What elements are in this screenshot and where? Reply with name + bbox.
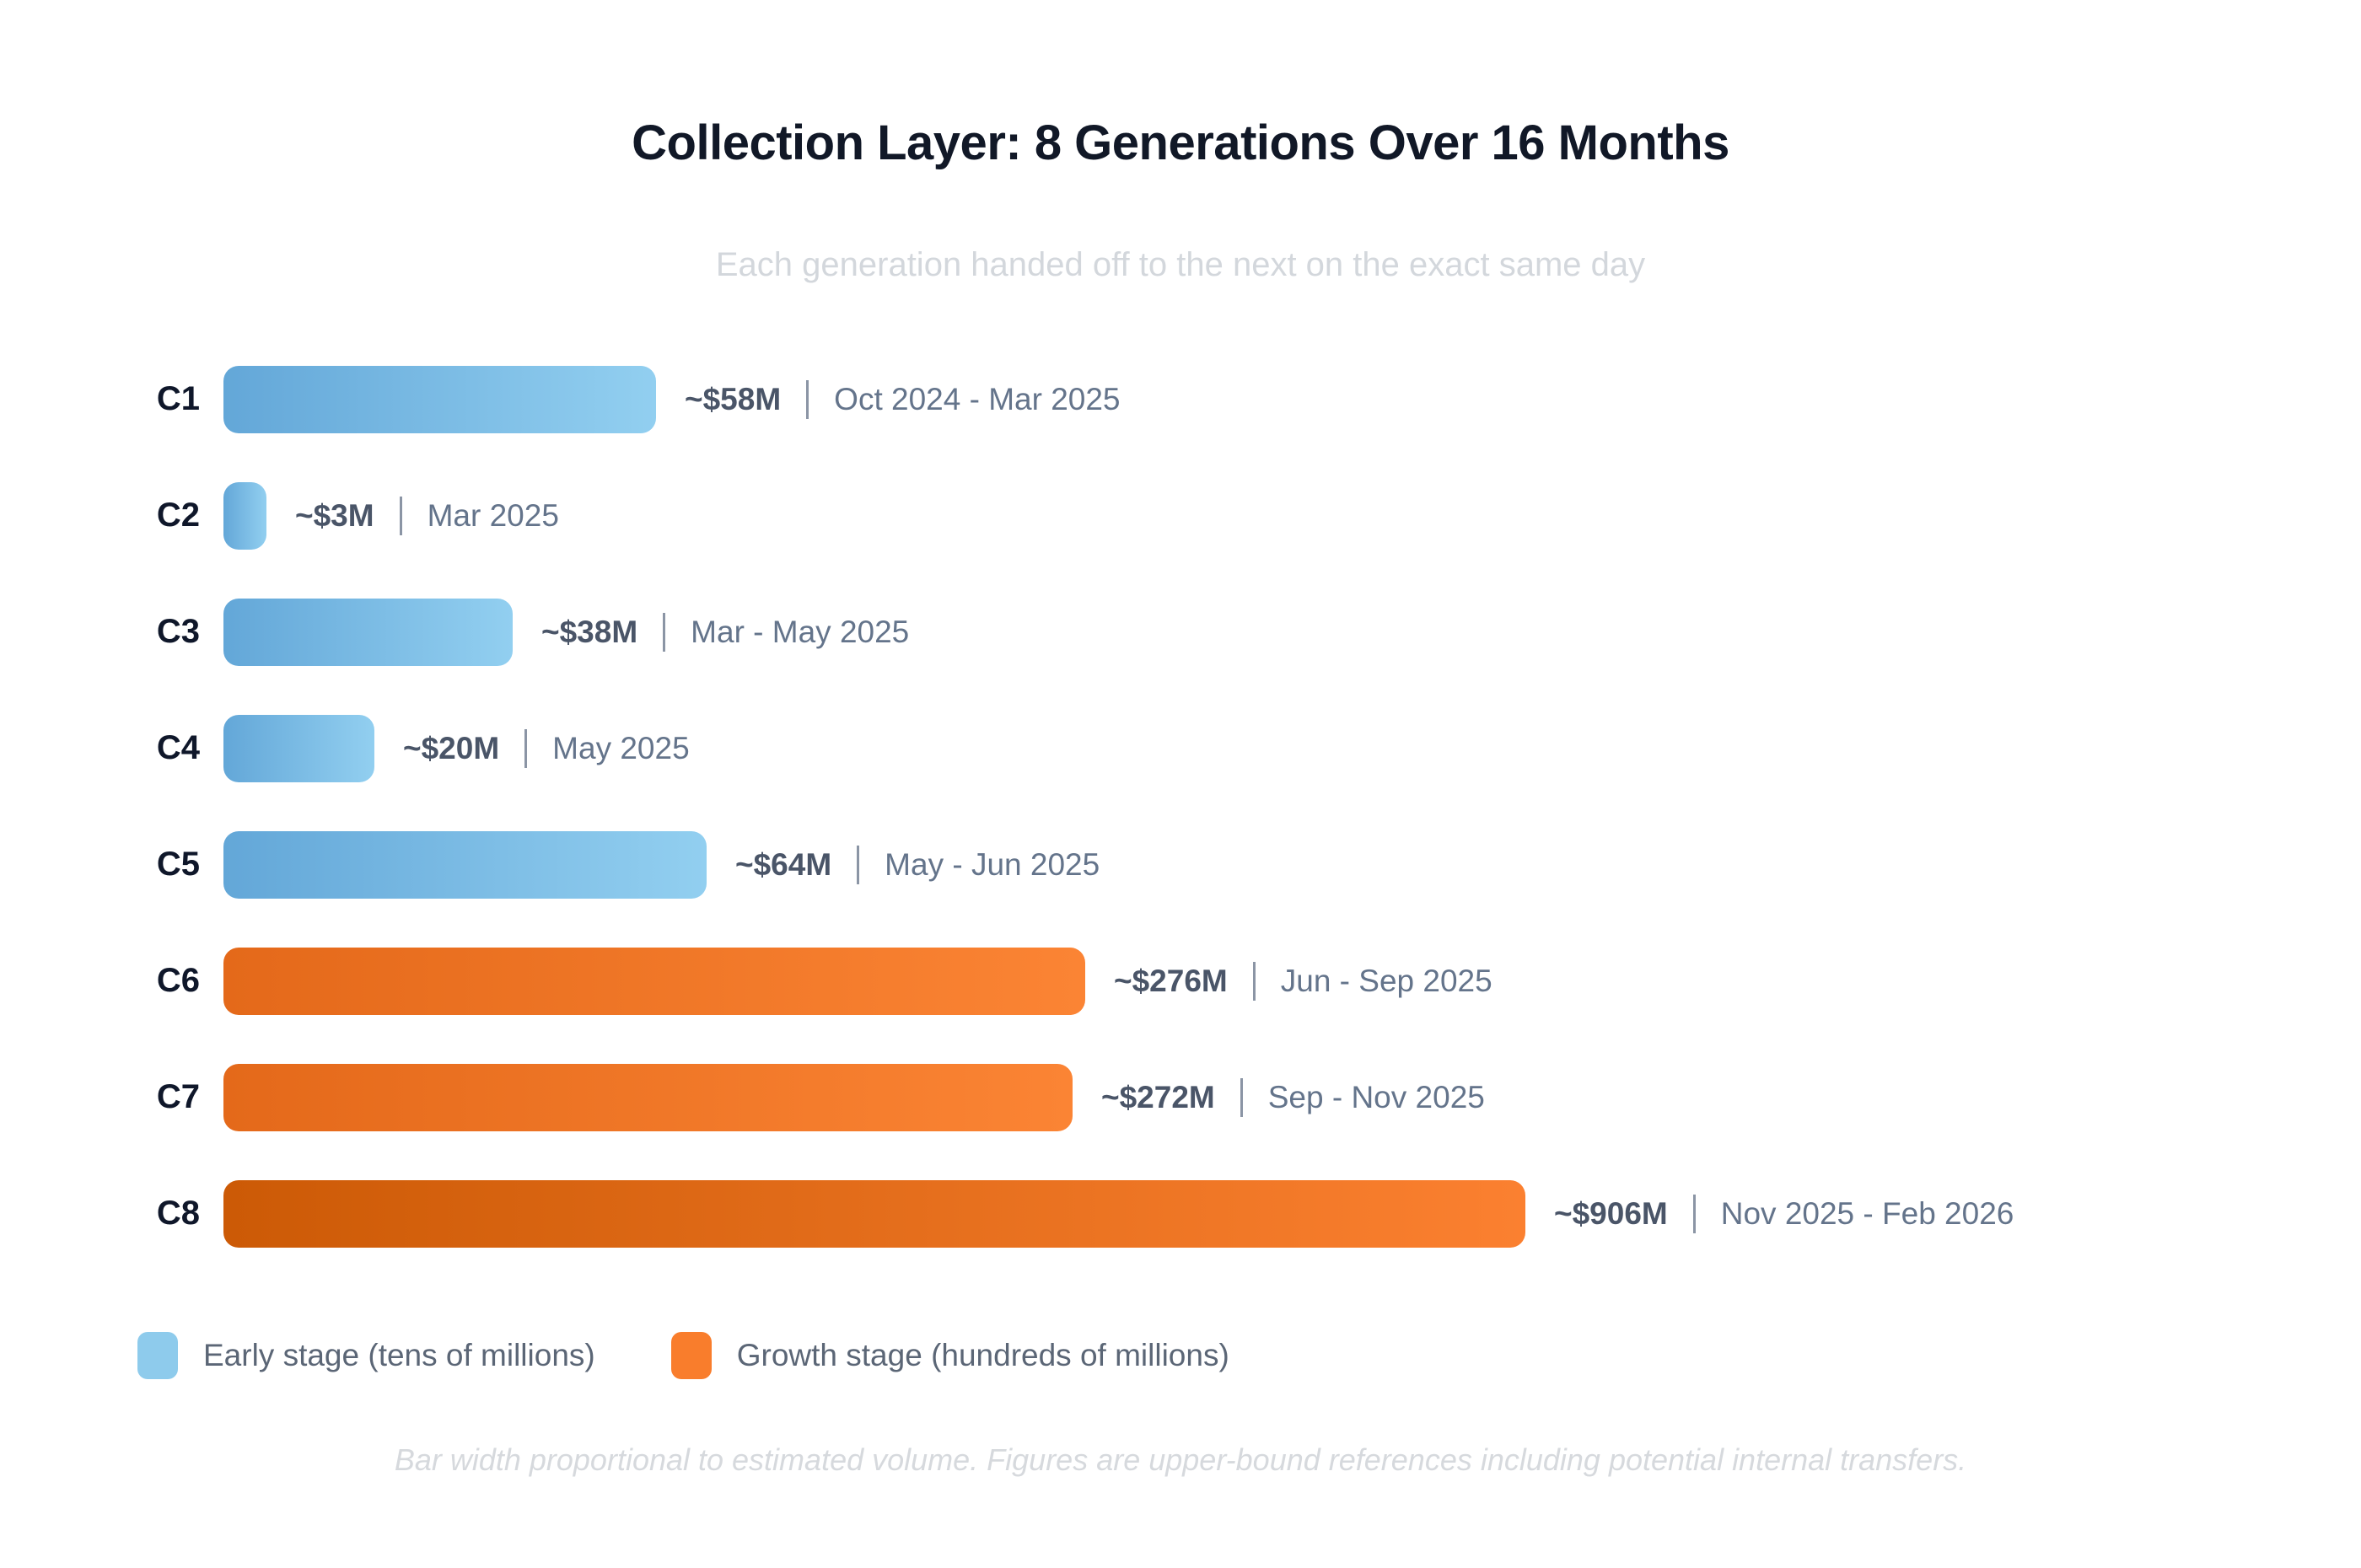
legend-label: Growth stage (hundreds of millions)	[736, 1337, 1229, 1372]
row-label: C3	[156, 613, 200, 651]
separator-line	[663, 612, 666, 652]
bar	[223, 830, 707, 899]
legend-item: Growth stage (hundreds of millions)	[670, 1331, 1229, 1379]
bar-row: C2 ~$3M Mar 2025	[0, 481, 2361, 550]
bar	[223, 947, 1085, 1015]
bar-value: ~$38M	[541, 614, 638, 649]
bar-value: ~$276M	[1114, 963, 1228, 998]
row-label: C5	[156, 846, 200, 883]
bar-period: Mar 2025	[427, 497, 559, 533]
bar-period: Oct 2024 - Mar 2025	[834, 381, 1121, 416]
bar-row: C5 ~$64M May - Jun 2025	[0, 830, 2361, 899]
separator-line	[1252, 961, 1256, 1001]
footnote: Bar width proportional to estimated volu…	[394, 1442, 1967, 1477]
bar	[223, 481, 266, 550]
legend-swatch-growth	[670, 1331, 712, 1379]
bar-row: C3 ~$38M Mar - May 2025	[0, 598, 2361, 666]
row-label: C8	[156, 1195, 200, 1232]
bar-chart: C1 ~$58M Oct 2024 - Mar 2025 C2 ~$3M Mar…	[0, 365, 2361, 1248]
bar	[223, 1063, 1073, 1131]
separator-line	[1240, 1077, 1243, 1117]
separator-line	[806, 379, 809, 419]
legend-swatch-early	[137, 1331, 178, 1379]
row-label: C2	[156, 497, 200, 534]
bar-period: Sep - Nov 2025	[1267, 1079, 1485, 1114]
bar-row: C7 ~$272M Sep - Nov 2025	[0, 1063, 2361, 1131]
row-label: C1	[156, 380, 200, 418]
bar-row: C6 ~$276M Jun - Sep 2025	[0, 947, 2361, 1015]
row-label: C7	[156, 1078, 200, 1116]
page-subtitle: Each generation handed off to the next o…	[715, 245, 1646, 283]
legend-item: Early stage (tens of millions)	[137, 1331, 595, 1379]
bar	[223, 1179, 1525, 1248]
bar-period: Jun - Sep 2025	[1280, 963, 1492, 998]
bar-period: May 2025	[552, 730, 690, 765]
bar	[223, 365, 656, 433]
bar-value: ~$3M	[295, 497, 374, 533]
bar-value: ~$20M	[403, 730, 500, 765]
bar-period: Mar - May 2025	[691, 614, 910, 649]
bar-row: C1 ~$58M Oct 2024 - Mar 2025	[0, 365, 2361, 433]
bar-value: ~$906M	[1554, 1195, 1668, 1231]
bar-period: May - Jun 2025	[885, 846, 1100, 882]
bar-period: Nov 2025 - Feb 2026	[1720, 1195, 2014, 1231]
bar	[223, 714, 374, 782]
bar-rows: C1 ~$58M Oct 2024 - Mar 2025 C2 ~$3M Mar…	[0, 365, 2361, 1248]
legend-label: Early stage (tens of millions)	[203, 1337, 595, 1372]
separator-line	[1692, 1194, 1696, 1233]
separator-line	[399, 496, 402, 535]
row-label: C6	[156, 962, 200, 1000]
bar-value: ~$58M	[685, 381, 782, 416]
bar-value: ~$64M	[735, 846, 832, 882]
separator-line	[524, 728, 528, 768]
bar	[223, 598, 513, 666]
legend: Early stage (tens of millions) Growth st…	[137, 1331, 2361, 1379]
bar-value: ~$272M	[1101, 1079, 1215, 1114]
bar-row: C8 ~$906M Nov 2025 - Feb 2026	[0, 1179, 2361, 1248]
separator-line	[857, 845, 860, 884]
page-title: Collection Layer: 8 Generations Over 16 …	[632, 115, 1729, 170]
bar-row: C4 ~$20M May 2025	[0, 714, 2361, 782]
row-label: C4	[156, 729, 200, 767]
